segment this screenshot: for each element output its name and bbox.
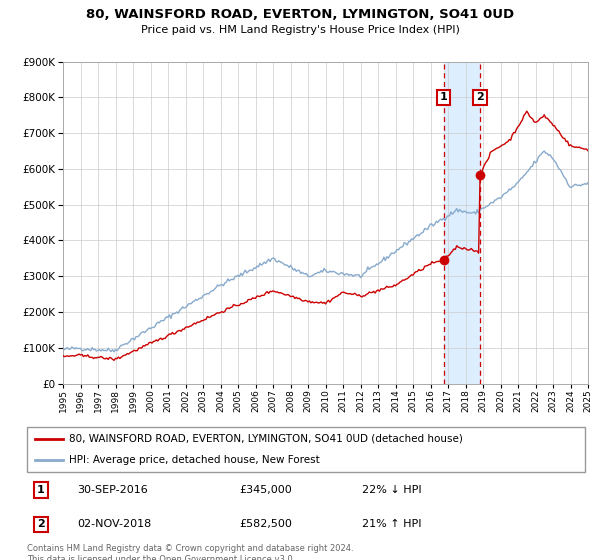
Bar [443, 62, 480, 384]
Text: 22% ↓ HPI: 22% ↓ HPI [362, 485, 421, 495]
Text: 80, WAINSFORD ROAD, EVERTON, LYMINGTON, SO41 0UD: 80, WAINSFORD ROAD, EVERTON, LYMINGTON, … [86, 8, 514, 21]
Text: Contains HM Land Registry data © Crown copyright and database right 2024.
This d: Contains HM Land Registry data © Crown c… [27, 544, 353, 560]
Text: 2: 2 [37, 519, 45, 529]
Text: HPI: Average price, detached house, New Forest: HPI: Average price, detached house, New … [69, 455, 320, 465]
Text: 1: 1 [440, 92, 448, 102]
Text: 02-NOV-2018: 02-NOV-2018 [77, 519, 151, 529]
Text: 80, WAINSFORD ROAD, EVERTON, LYMINGTON, SO41 0UD (detached house): 80, WAINSFORD ROAD, EVERTON, LYMINGTON, … [69, 434, 463, 444]
Text: £582,500: £582,500 [239, 519, 292, 529]
FancyBboxPatch shape [27, 427, 585, 472]
Text: 2: 2 [476, 92, 484, 102]
Text: 1: 1 [37, 485, 45, 495]
Text: 21% ↑ HPI: 21% ↑ HPI [362, 519, 421, 529]
Text: 30-SEP-2016: 30-SEP-2016 [77, 485, 148, 495]
Text: Price paid vs. HM Land Registry's House Price Index (HPI): Price paid vs. HM Land Registry's House … [140, 25, 460, 35]
Text: £345,000: £345,000 [239, 485, 292, 495]
